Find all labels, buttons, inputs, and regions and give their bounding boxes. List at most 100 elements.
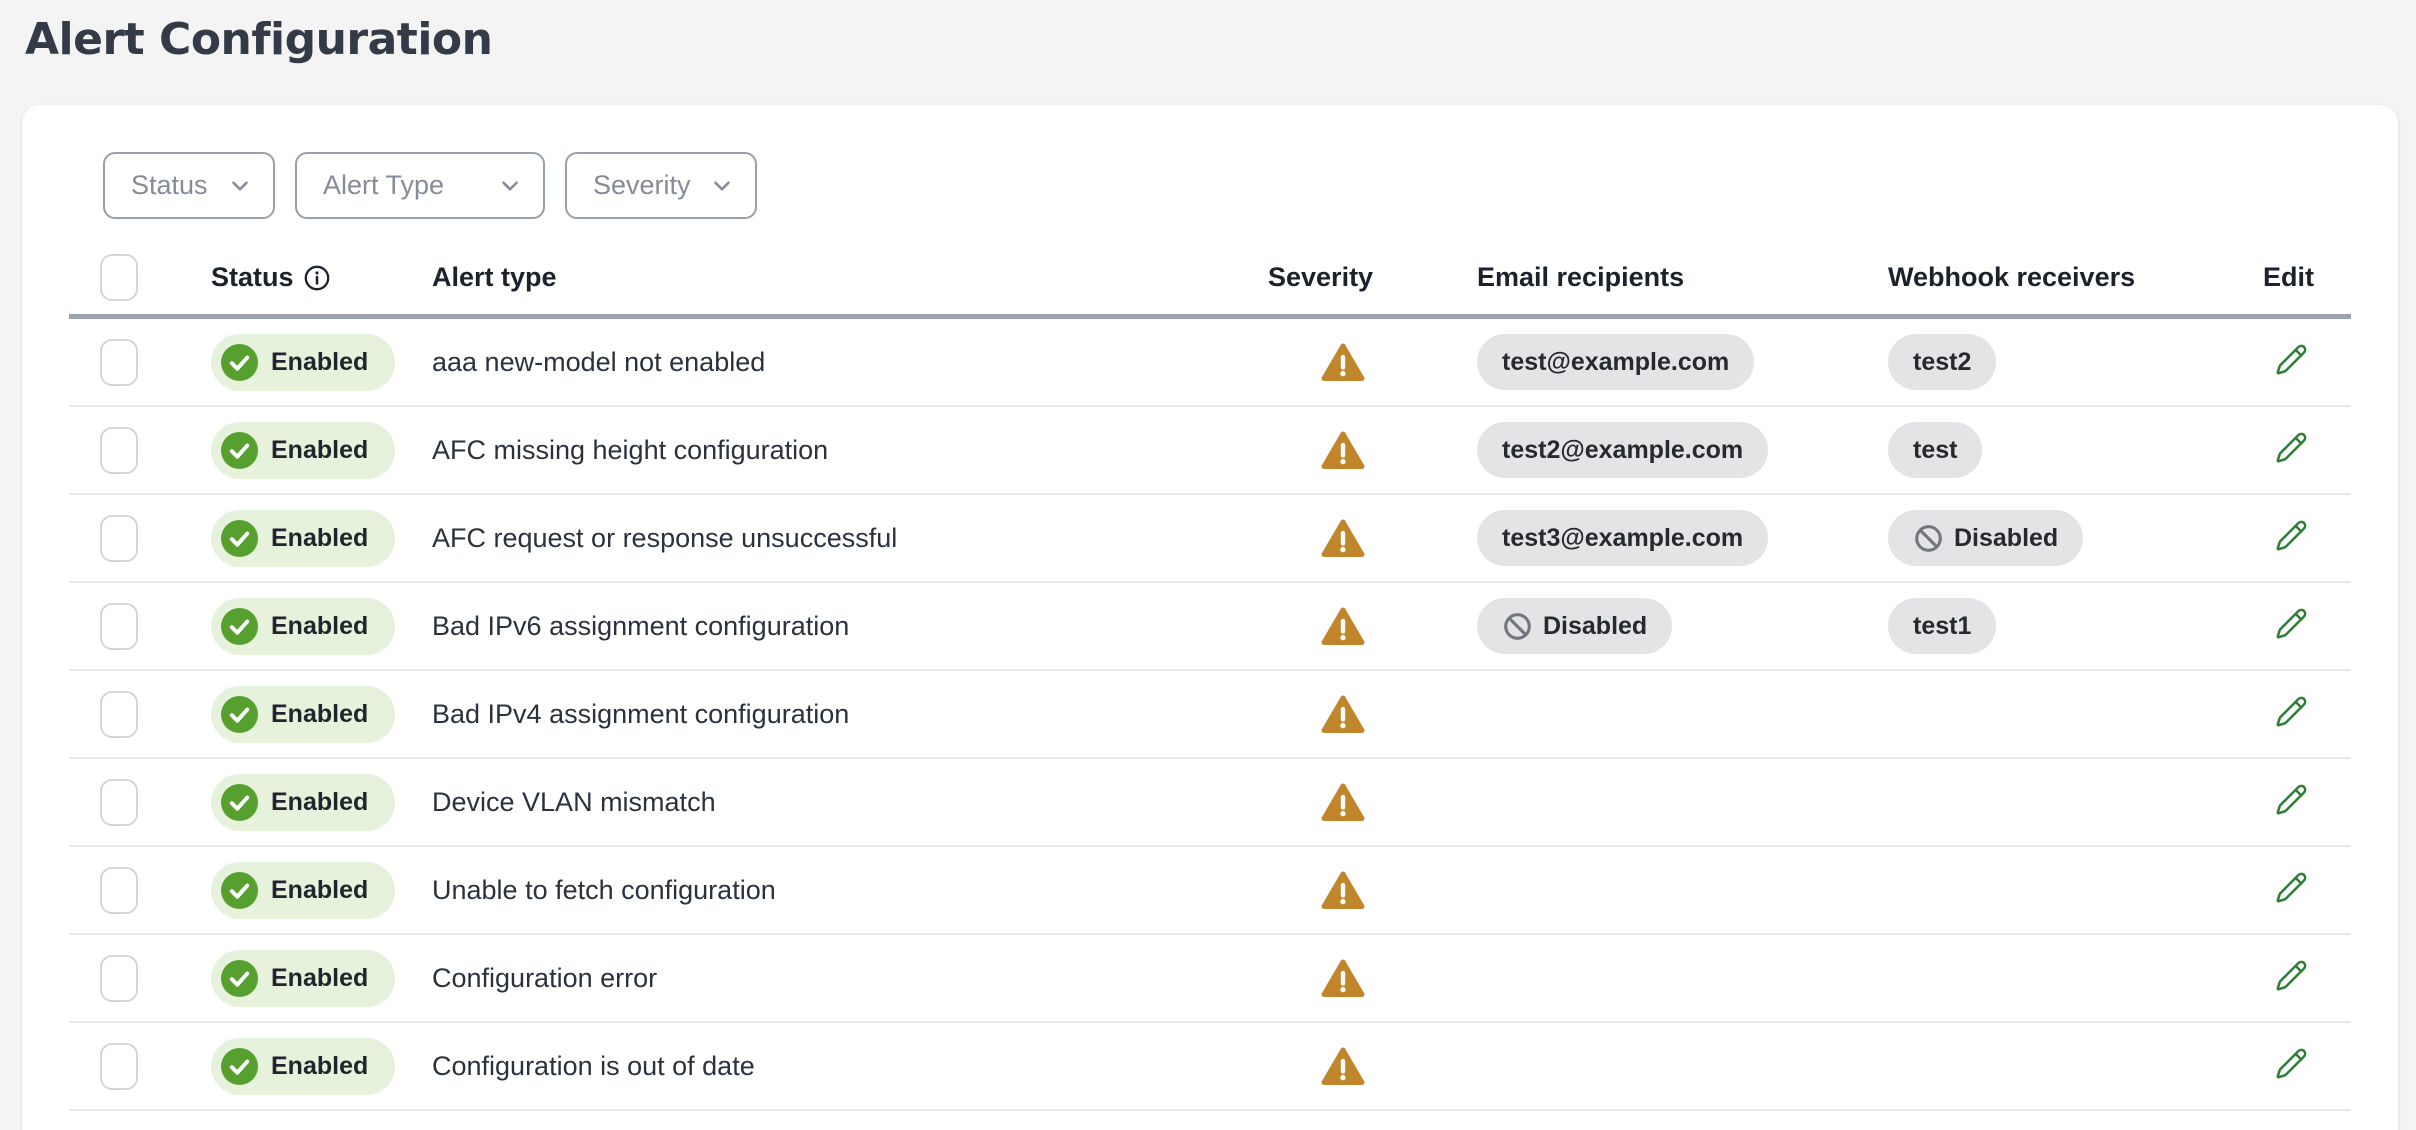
status-badge-label: Enabled xyxy=(271,787,369,816)
chevron-down-icon xyxy=(232,180,248,191)
status-badge-label: Enabled xyxy=(271,963,369,992)
info-icon[interactable] xyxy=(303,264,331,292)
pencil-icon xyxy=(2276,344,2307,375)
table-row: Enabled aaa new-model not enabled test@e… xyxy=(69,319,2351,407)
warning-triangle-icon xyxy=(1321,431,1365,469)
pencil-icon xyxy=(2276,520,2307,551)
pencil-icon xyxy=(2276,872,2307,903)
check-circle-icon xyxy=(221,343,258,381)
edit-button[interactable] xyxy=(2275,519,2308,552)
email-recipients-column-header: Email recipients xyxy=(1477,261,1685,292)
edit-button[interactable] xyxy=(2275,343,2308,376)
alerts-table: Status Alert type Severity Email recipie… xyxy=(69,240,2351,1111)
status-badge-label: Enabled xyxy=(271,435,369,464)
webhook-receiver-label: test2 xyxy=(1913,347,1972,376)
webhook-receivers-column-header: Webhook receivers xyxy=(1888,261,2136,292)
pencil-icon xyxy=(2276,696,2307,727)
webhook-receiver-label: test xyxy=(1913,435,1958,464)
table-row: Enabled Bad IPv4 assignment configuratio… xyxy=(69,671,2351,759)
warning-triangle-icon xyxy=(1321,959,1365,997)
row-checkbox[interactable] xyxy=(100,602,138,650)
webhook-receiver-chip: Disabled xyxy=(1888,510,2084,566)
email-recipient-chip: Disabled xyxy=(1477,598,1673,654)
edit-button[interactable] xyxy=(2275,1047,2308,1080)
edit-button[interactable] xyxy=(2275,783,2308,816)
alert-type-column-header: Alert type xyxy=(432,261,557,292)
row-checkbox[interactable] xyxy=(100,426,138,474)
email-recipient-label: test3@example.com xyxy=(1502,523,1744,552)
warning-triangle-icon xyxy=(1321,695,1365,733)
webhook-receiver-label: Disabled xyxy=(1954,523,2059,552)
table-row: Enabled Configuration error xyxy=(69,935,2351,1023)
pencil-icon xyxy=(2276,1048,2307,1079)
alert-type-label: AFC missing height configuration xyxy=(432,434,829,465)
row-checkbox[interactable] xyxy=(100,690,138,738)
warning-triangle-icon xyxy=(1321,871,1365,909)
edit-button[interactable] xyxy=(2275,959,2308,992)
email-recipient-label: test2@example.com xyxy=(1502,435,1744,464)
check-circle-icon xyxy=(221,959,258,997)
row-checkbox[interactable] xyxy=(100,1042,138,1090)
table-row: Enabled Bad IPv6 assignment configuratio… xyxy=(69,583,2351,671)
status-badge-label: Enabled xyxy=(271,699,369,728)
ban-icon xyxy=(1504,612,1531,640)
pencil-icon xyxy=(2276,608,2307,639)
email-recipient-chip: test@example.com xyxy=(1477,334,1755,390)
table-row: Enabled Configuration is out of date xyxy=(69,1023,2351,1111)
status-badge-label: Enabled xyxy=(271,523,369,552)
status-badge: Enabled xyxy=(211,509,396,567)
check-circle-icon xyxy=(221,607,258,645)
status-badge: Enabled xyxy=(211,333,396,391)
alert-type-label: Unable to fetch configuration xyxy=(432,874,776,905)
alert-type-label: Configuration is out of date xyxy=(432,1050,755,1081)
check-circle-icon xyxy=(221,519,258,557)
edit-button[interactable] xyxy=(2275,431,2308,464)
alert-type-filter-label: Alert Type xyxy=(323,170,445,200)
check-circle-icon xyxy=(221,1047,258,1085)
check-circle-icon xyxy=(221,431,258,469)
severity-column-header: Severity xyxy=(1268,261,1374,292)
email-recipient-chip: test3@example.com xyxy=(1477,510,1769,566)
webhook-receiver-chip: test2 xyxy=(1888,334,1997,390)
row-checkbox[interactable] xyxy=(100,866,138,914)
table-header-row: Status Alert type Severity Email recipie… xyxy=(69,240,2351,319)
chevron-down-icon xyxy=(714,180,730,191)
row-checkbox[interactable] xyxy=(100,778,138,826)
webhook-receiver-chip: test xyxy=(1888,422,1983,478)
ban-icon xyxy=(1915,524,1942,552)
edit-button[interactable] xyxy=(2275,871,2308,904)
alert-type-filter-dropdown[interactable]: Alert Type xyxy=(295,152,545,219)
table-row: Enabled AFC request or response unsucces… xyxy=(69,495,2351,583)
status-badge-label: Enabled xyxy=(271,611,369,640)
pencil-icon xyxy=(2276,432,2307,463)
status-column-header: Status xyxy=(211,261,294,292)
edit-button[interactable] xyxy=(2275,607,2308,640)
warning-triangle-icon xyxy=(1321,1047,1365,1085)
warning-triangle-icon xyxy=(1321,607,1365,645)
warning-triangle-icon xyxy=(1321,343,1365,381)
email-recipient-label: test@example.com xyxy=(1502,347,1730,376)
severity-filter-dropdown[interactable]: Severity xyxy=(565,152,757,219)
webhook-receiver-label: test1 xyxy=(1913,611,1972,640)
page-title: Alert Configuration xyxy=(25,14,493,65)
edit-button[interactable] xyxy=(2275,695,2308,728)
status-badge-label: Enabled xyxy=(271,875,369,904)
row-checkbox[interactable] xyxy=(100,338,138,386)
row-checkbox[interactable] xyxy=(100,514,138,562)
alert-type-label: AFC request or response unsuccessful xyxy=(432,522,898,553)
warning-triangle-icon xyxy=(1321,783,1365,821)
status-filter-dropdown[interactable]: Status xyxy=(103,152,275,219)
check-circle-icon xyxy=(221,783,258,821)
check-circle-icon xyxy=(221,871,258,909)
webhook-receiver-chip: test1 xyxy=(1888,598,1997,654)
alert-configuration-card: Status Alert Type Severity Status Alert … xyxy=(22,105,2398,1130)
alert-type-label: Device VLAN mismatch xyxy=(432,786,716,817)
status-badge: Enabled xyxy=(211,949,396,1007)
pencil-icon xyxy=(2276,784,2307,815)
row-checkbox[interactable] xyxy=(100,954,138,1002)
table-row: Enabled Device VLAN mismatch xyxy=(69,759,2351,847)
select-all-checkbox[interactable] xyxy=(100,253,138,301)
email-recipient-label: Disabled xyxy=(1543,611,1648,640)
status-badge: Enabled xyxy=(211,421,396,479)
alert-type-label: Configuration error xyxy=(432,962,658,993)
